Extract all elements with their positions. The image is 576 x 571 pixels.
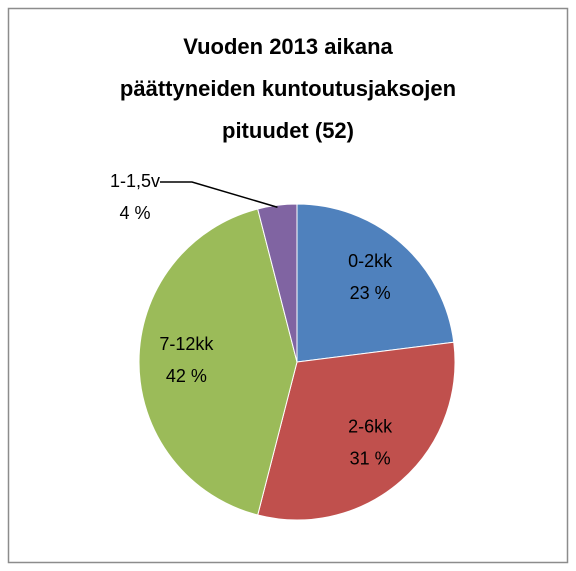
pie-slice — [296, 203, 455, 363]
chart-title: Vuoden 2013 aikana — [183, 34, 393, 59]
leader-line — [160, 181, 278, 208]
slice-value-label: 23 % — [350, 283, 391, 303]
slice-value-label: 31 % — [350, 449, 391, 469]
slice-value-label: 42 % — [166, 366, 207, 386]
slice-label: 7-12kk — [159, 334, 214, 354]
slice-value-label: 4 % — [119, 203, 150, 223]
slice-label: 1-1,5v — [110, 171, 160, 191]
pie-slice — [257, 341, 456, 521]
slice-label: 0-2kk — [348, 251, 393, 271]
pie-slice — [257, 203, 298, 363]
pie-slice — [138, 208, 298, 516]
chart-title: päättyneiden kuntoutusjaksojen — [120, 76, 456, 101]
chart-title: pituudet (52) — [222, 118, 354, 143]
slice-label: 2-6kk — [348, 417, 393, 437]
